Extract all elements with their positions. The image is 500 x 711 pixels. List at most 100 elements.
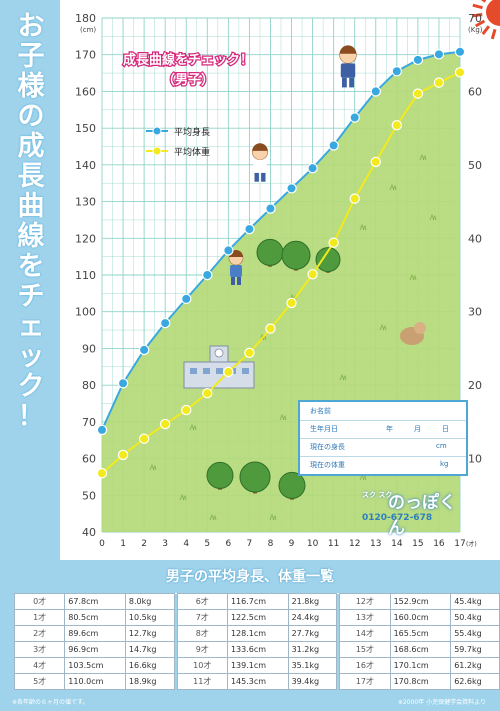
kid-body bbox=[253, 159, 267, 173]
brand-name: のっぽくん bbox=[388, 493, 456, 538]
y-right-tick-label: 10 bbox=[468, 453, 482, 466]
x-tick-label: 0 bbox=[99, 539, 105, 549]
sun-ray bbox=[472, 3, 483, 10]
tree-icon bbox=[278, 471, 306, 500]
x-tick-label: 15 bbox=[412, 539, 423, 549]
table-cell-height: 165.5cm bbox=[389, 625, 452, 642]
table-cell-height: 122.5cm bbox=[226, 609, 289, 626]
child-medium-icon bbox=[252, 143, 269, 182]
y-left-tick-label: 50 bbox=[82, 489, 96, 502]
dog-head bbox=[414, 322, 426, 334]
y-left-tick-label: 140 bbox=[75, 159, 96, 172]
y-right-tick-label: 70 bbox=[468, 12, 482, 25]
weight-point bbox=[223, 366, 234, 378]
grass-tuft bbox=[179, 493, 187, 501]
x-tick-label: 6 bbox=[225, 539, 231, 549]
y-right-tick-label: 20 bbox=[468, 379, 482, 392]
birth-label: 生年月日 bbox=[310, 425, 338, 433]
sun-ray bbox=[472, 13, 483, 18]
info-row-birth: 生年月日 年 月 日 bbox=[300, 420, 466, 439]
y-left-unit: (cm) bbox=[80, 26, 96, 34]
height-label: 現在の身長 bbox=[310, 443, 345, 451]
table-cell-height: 116.7cm bbox=[226, 593, 289, 610]
dog-icon bbox=[400, 322, 426, 345]
table-cell-weight: 45.4kg bbox=[450, 593, 500, 610]
side-title-char: 子 bbox=[17, 41, 45, 72]
side-title: お子様の成長曲線をチェック！ bbox=[6, 11, 56, 432]
height-point bbox=[370, 86, 381, 97]
y-left-tick-label: 160 bbox=[75, 85, 96, 98]
table-cell-weight: 18.9kg bbox=[124, 673, 175, 690]
side-title-char: お bbox=[17, 11, 45, 42]
x-tick-label: 13 bbox=[370, 539, 381, 549]
table-cell-height: 139.1cm bbox=[226, 657, 289, 674]
weight-point bbox=[307, 269, 318, 280]
height-point bbox=[96, 424, 108, 436]
x-unit: (才) bbox=[466, 540, 477, 548]
kid-leg bbox=[342, 77, 347, 88]
table-cell-weight: 16.6kg bbox=[124, 657, 175, 674]
weight-point bbox=[349, 193, 360, 204]
sun-ray bbox=[481, 25, 491, 35]
kid-leg bbox=[231, 277, 235, 285]
kid-hair bbox=[252, 143, 268, 151]
side-title-char: 長 bbox=[17, 161, 45, 192]
sun-ray bbox=[490, 28, 497, 40]
weight-point bbox=[159, 418, 171, 430]
height-point bbox=[286, 183, 297, 194]
sun-ray bbox=[475, 19, 486, 28]
weight-point bbox=[117, 449, 129, 461]
table-cell-weight: 24.4kg bbox=[287, 609, 338, 626]
kid-body bbox=[340, 63, 356, 78]
side-title-char: を bbox=[17, 251, 45, 282]
height-point bbox=[391, 66, 403, 77]
side-title-char: ッ bbox=[17, 341, 45, 372]
table-cell-weight: 31.2kg bbox=[287, 641, 338, 658]
school-window bbox=[216, 368, 223, 374]
y-left-tick-label: 60 bbox=[82, 453, 96, 466]
side-title-char: 成 bbox=[17, 131, 45, 162]
table-cell-age: 13才 bbox=[339, 609, 391, 626]
height-point bbox=[412, 54, 424, 66]
table-panel: 男子の平均身長、体重一覧 0才 67.8cm 8.0kg 6才 116.7cm 21.8k… bbox=[0, 560, 500, 711]
table-cell-age: 9才 bbox=[176, 641, 228, 658]
grass-tuft bbox=[359, 223, 367, 231]
x-tick-label: 9 bbox=[289, 539, 295, 549]
table-cell-age: 10才 bbox=[176, 657, 228, 674]
kid-leg bbox=[349, 77, 354, 88]
height-point bbox=[159, 317, 171, 329]
y-left-tick-label: 70 bbox=[82, 416, 96, 429]
x-tick-label: 8 bbox=[268, 539, 274, 549]
table-cell-age: 15才 bbox=[339, 641, 391, 658]
school-body bbox=[183, 361, 255, 389]
grass-tuft bbox=[279, 413, 287, 421]
chart-series bbox=[96, 46, 466, 479]
brand-small: スク スク bbox=[362, 491, 393, 499]
y-left-tick-label: 40 bbox=[82, 526, 96, 539]
info-row-name: お名前 bbox=[300, 402, 466, 421]
x-tick-label: 11 bbox=[328, 539, 339, 549]
table-cell-weight: 50.4kg bbox=[450, 609, 500, 626]
grass-tuft bbox=[209, 513, 217, 521]
height-point bbox=[433, 49, 445, 60]
side-title-char: チ bbox=[17, 281, 45, 312]
table-cell-height: 168.6cm bbox=[389, 641, 452, 658]
grass-tuft bbox=[429, 213, 437, 221]
tree-crown bbox=[206, 461, 234, 489]
school-window bbox=[242, 368, 249, 374]
note-left: ※各年齢の６ヶ月の値です。 bbox=[12, 699, 89, 706]
weight-point bbox=[391, 120, 403, 131]
weight-point bbox=[202, 388, 213, 399]
height-point bbox=[223, 245, 234, 256]
tree-crown bbox=[256, 238, 284, 266]
tree-crown bbox=[239, 461, 271, 493]
table-cell-weight: 55.4kg bbox=[450, 625, 500, 642]
height-point bbox=[138, 344, 150, 356]
grass-tuft bbox=[189, 423, 197, 431]
info-row-weight: 現在の体重 kg bbox=[300, 456, 466, 474]
kid-hair bbox=[339, 45, 357, 54]
y-left-tick-label: 110 bbox=[75, 269, 96, 282]
name-label: お名前 bbox=[310, 407, 331, 415]
y-left-tick-label: 130 bbox=[75, 196, 96, 209]
